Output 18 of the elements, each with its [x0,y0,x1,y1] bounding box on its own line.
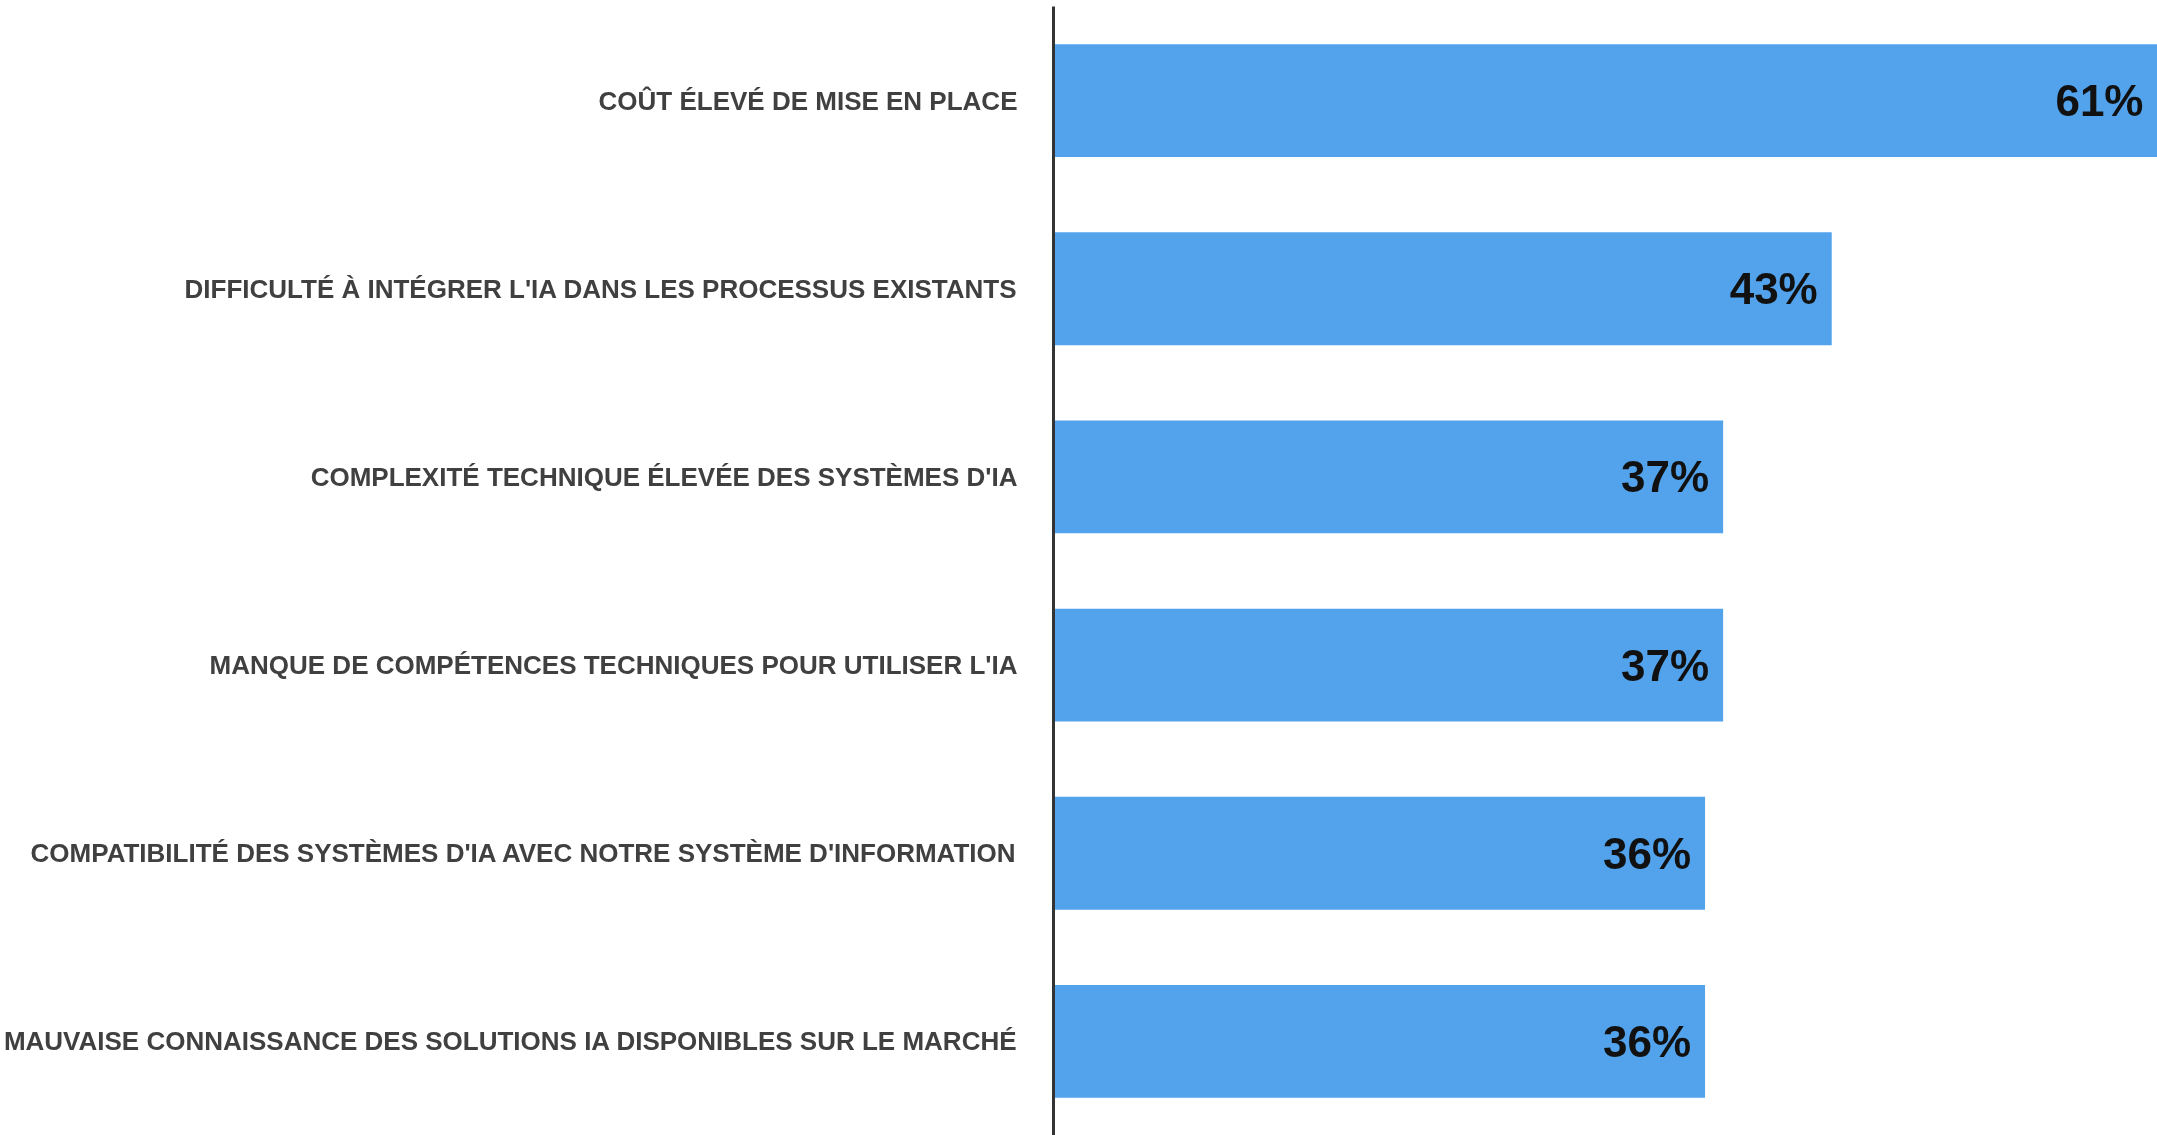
bar [1053,232,1832,346]
y-tick-label: COMPLEXITÉ TECHNIQUE ÉLEVÉE DES SYSTÈMES D'IA [310,461,1018,492]
bar [1053,420,1724,534]
y-tick-label: COÛT ÉLEVÉ DE MISE EN PLACE [598,85,1018,116]
data-label: 36% [1602,1016,1692,1066]
y-tick-label: COMPATIBILITÉ DES SYSTÈMES D'IA AVEC NOTRE SYSTÈME D'INFORMATION [30,838,1016,869]
data-label: 36% [1602,828,1692,878]
data-label: 43% [1729,264,1818,314]
bar [1053,608,1724,722]
y-tick-label: MAUVAISE CONNAISSANCE DES SOLUTIONS IA DISPONIBLES SUR LE MARCHÉ [3,1026,1017,1057]
bar [1053,44,2157,158]
y-tick-label: DIFFICULTÉ À INTÉGRER L'IA DANS LES PROCESSUS EXISTANTS [184,273,1017,304]
bar [1053,984,1706,1098]
data-label: 37% [1621,452,1710,502]
data-label: 61% [2055,76,2144,126]
data-label: 37% [1621,640,1710,690]
y-tick-label: MANQUE DE COMPÉTENCES TECHNIQUES POUR UTILISER L'IA [209,650,1018,681]
bar [1053,796,1706,910]
